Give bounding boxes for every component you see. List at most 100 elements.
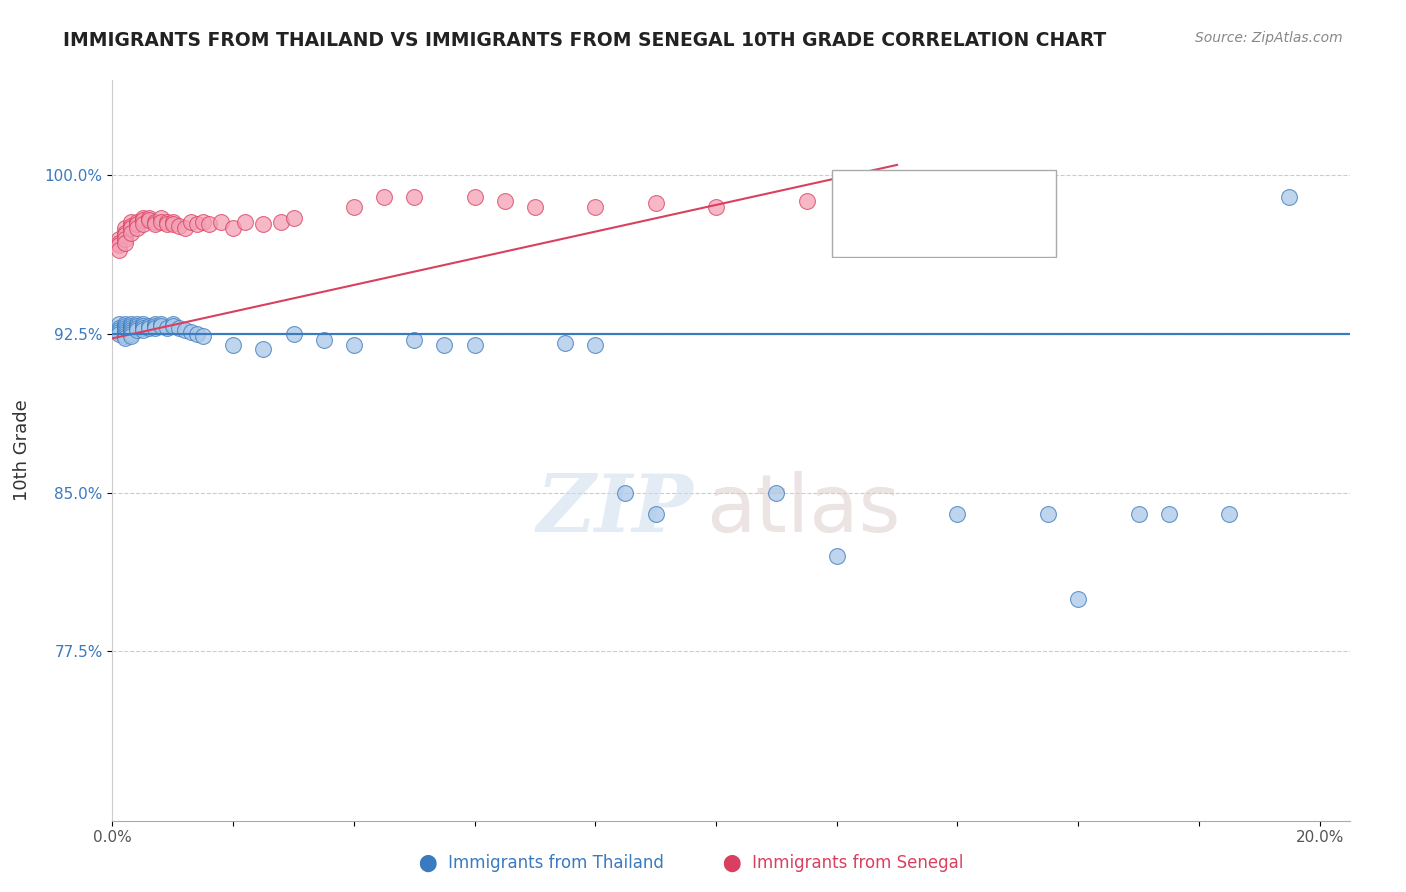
Text: N = 52: N = 52	[986, 224, 1043, 242]
Point	[191, 215, 214, 229]
Point	[946, 507, 969, 521]
Text: ⬤  Immigrants from Thailand: ⬤ Immigrants from Thailand	[419, 855, 664, 872]
Point	[120, 317, 142, 331]
Point	[283, 211, 305, 225]
Text: R =  0.377: R = 0.377	[880, 224, 969, 242]
Point	[1067, 591, 1090, 606]
Text: ⬤  Immigrants from Senegal: ⬤ Immigrants from Senegal	[724, 855, 963, 872]
Point	[114, 226, 136, 240]
Point	[120, 226, 142, 240]
Point	[143, 217, 166, 231]
Point	[1157, 507, 1180, 521]
FancyBboxPatch shape	[839, 178, 869, 209]
Point	[886, 189, 908, 203]
Point	[825, 549, 848, 564]
Y-axis label: 10th Grade: 10th Grade	[13, 400, 31, 501]
Point	[125, 215, 148, 229]
Point	[149, 211, 172, 225]
Point	[523, 200, 546, 214]
Point	[167, 219, 190, 234]
Point	[107, 327, 129, 342]
Point	[198, 217, 221, 231]
Point	[464, 189, 486, 203]
Point	[131, 323, 153, 337]
Point	[222, 221, 245, 235]
Point	[209, 215, 232, 229]
Point	[614, 485, 637, 500]
Point	[131, 217, 153, 231]
Point	[252, 217, 274, 231]
Point	[114, 318, 136, 333]
Point	[143, 320, 166, 334]
Point	[114, 331, 136, 345]
Text: atlas: atlas	[706, 471, 901, 549]
Point	[114, 232, 136, 246]
Point	[270, 215, 292, 229]
Point	[125, 217, 148, 231]
Point	[1036, 507, 1059, 521]
Point	[114, 327, 136, 342]
Point	[120, 327, 142, 342]
Point	[233, 215, 256, 229]
Point	[644, 507, 666, 521]
Point	[107, 317, 129, 331]
Point	[222, 337, 245, 351]
Point	[312, 334, 335, 348]
Point	[180, 215, 202, 229]
Point	[186, 217, 208, 231]
Point	[1278, 189, 1301, 203]
Point	[125, 318, 148, 333]
Text: N = 64: N = 64	[986, 184, 1043, 202]
Point	[107, 323, 129, 337]
Point	[704, 200, 727, 214]
FancyBboxPatch shape	[832, 169, 1056, 257]
Point	[464, 337, 486, 351]
Point	[107, 232, 129, 246]
Point	[114, 236, 136, 251]
Point	[149, 318, 172, 333]
Point	[107, 243, 129, 257]
Point	[120, 320, 142, 334]
Point	[644, 196, 666, 211]
Point	[143, 215, 166, 229]
Point	[120, 318, 142, 333]
Point	[162, 215, 184, 229]
Text: R = -0.004: R = -0.004	[880, 184, 969, 202]
Point	[120, 221, 142, 235]
Point	[494, 194, 516, 208]
Point	[796, 194, 818, 208]
Point	[120, 215, 142, 229]
Point	[404, 334, 426, 348]
Point	[343, 337, 366, 351]
Point	[131, 317, 153, 331]
Point	[131, 213, 153, 227]
Point	[114, 320, 136, 334]
Point	[120, 219, 142, 234]
Point	[765, 485, 787, 500]
Text: IMMIGRANTS FROM THAILAND VS IMMIGRANTS FROM SENEGAL 10TH GRADE CORRELATION CHART: IMMIGRANTS FROM THAILAND VS IMMIGRANTS F…	[63, 31, 1107, 50]
Text: Source: ZipAtlas.com: Source: ZipAtlas.com	[1195, 31, 1343, 45]
Point	[343, 200, 366, 214]
Point	[114, 323, 136, 337]
Point	[156, 217, 179, 231]
Point	[125, 320, 148, 334]
Point	[114, 317, 136, 331]
Point	[1128, 507, 1150, 521]
Point	[191, 329, 214, 343]
Point	[107, 238, 129, 252]
Point	[433, 337, 456, 351]
Point	[114, 227, 136, 242]
FancyBboxPatch shape	[839, 218, 869, 249]
Point	[107, 236, 129, 251]
Point	[114, 325, 136, 339]
Point	[186, 327, 208, 342]
Point	[162, 318, 184, 333]
Point	[107, 320, 129, 334]
Point	[149, 215, 172, 229]
Point	[1218, 507, 1240, 521]
Point	[167, 320, 190, 334]
Point	[373, 189, 395, 203]
Point	[138, 320, 160, 334]
Point	[120, 323, 142, 337]
Point	[120, 329, 142, 343]
